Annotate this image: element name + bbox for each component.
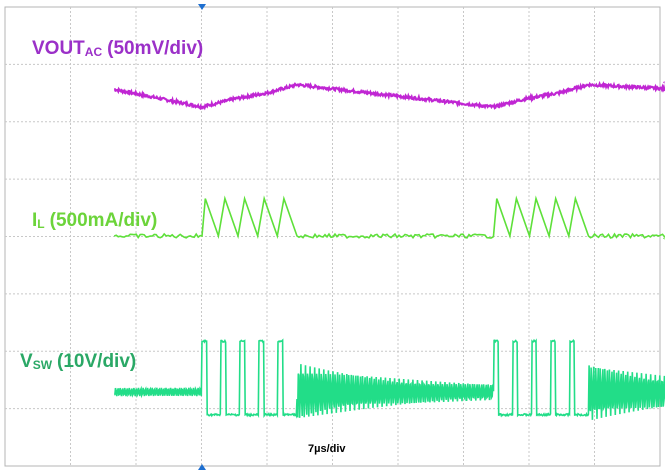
label-vout-scale: (50mV/div) xyxy=(107,38,203,59)
label-vout-sub: AC xyxy=(85,45,103,59)
trace-vsw xyxy=(113,338,665,420)
graticule xyxy=(5,7,660,466)
label-vsw-main: V xyxy=(20,351,33,372)
label-vsw: VSW (10V/div) xyxy=(20,351,136,372)
label-vout-main: VOUT xyxy=(32,38,85,59)
label-il: IL (500mA/div) xyxy=(32,210,157,231)
label-vsw-scale: (10V/div) xyxy=(57,351,136,372)
ground-marker-vsw: ← xyxy=(661,388,665,399)
ground-marker-vout: ← xyxy=(661,76,665,87)
waveform-traces: ← ← ← xyxy=(113,76,665,420)
label-il-main: I xyxy=(32,210,37,231)
label-il-scale: (500mA/div) xyxy=(50,210,158,231)
ground-marker-il: ← xyxy=(661,232,665,243)
label-il-sub: L xyxy=(37,217,44,231)
trigger-marker-top xyxy=(198,4,206,10)
timebase-label: 7µs/div xyxy=(308,443,346,455)
label-vout: VOUTAC (50mV/div) xyxy=(32,38,203,59)
label-vsw-sub: SW xyxy=(33,358,53,372)
trace-il xyxy=(113,195,665,240)
trace-vout xyxy=(113,80,665,111)
trigger-marker-bottom xyxy=(198,464,206,470)
